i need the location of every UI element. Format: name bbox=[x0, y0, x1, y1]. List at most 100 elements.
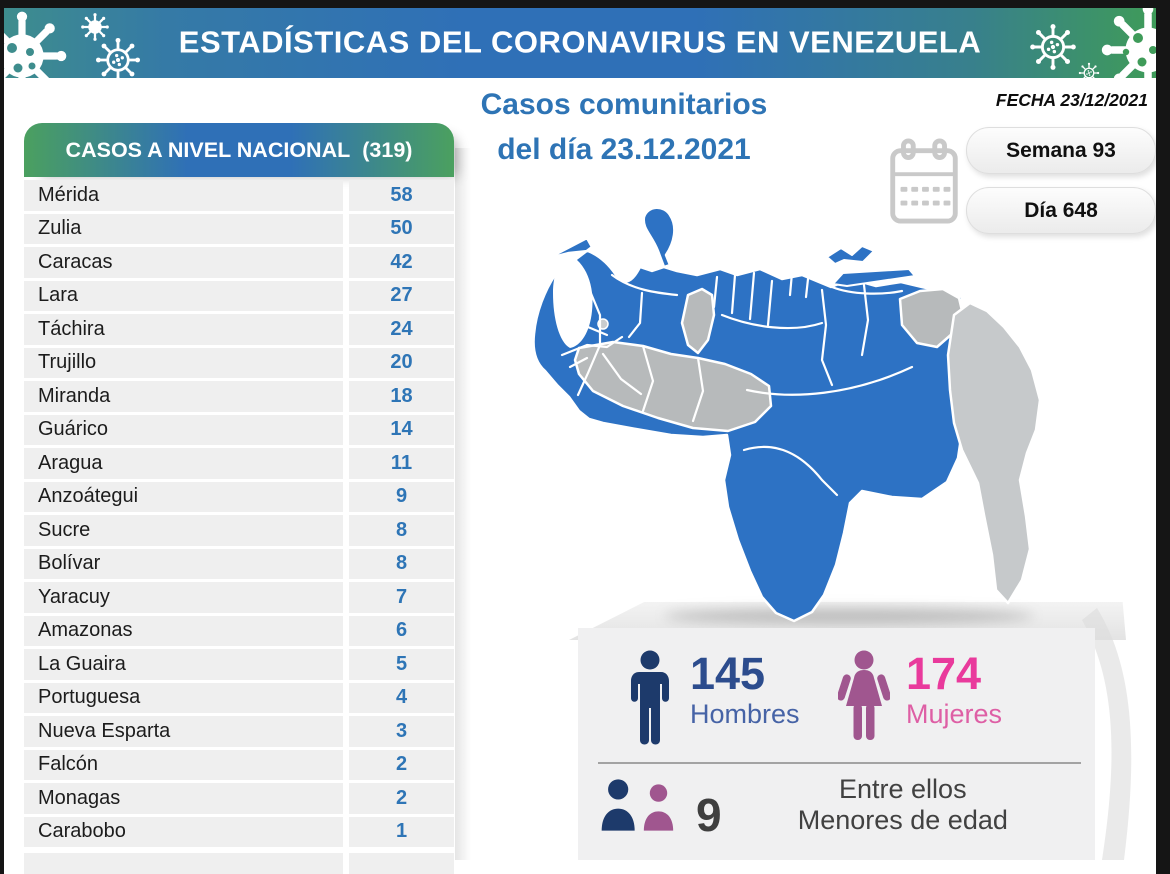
table-row: Táchira 24 bbox=[24, 314, 454, 345]
infographic-page: ESTADÍSTICAS DEL CORONAVIRUS EN VENEZUEL… bbox=[4, 8, 1156, 874]
state-name: Bolívar bbox=[24, 548, 343, 579]
state-name: Táchira bbox=[24, 314, 343, 345]
state-value: 2 bbox=[349, 749, 454, 780]
map-lake-maracaibo bbox=[553, 254, 593, 348]
table-row: Portuguesa 4 bbox=[24, 682, 454, 713]
state-value: 1 bbox=[349, 816, 454, 847]
state-name: Aragua bbox=[24, 448, 343, 479]
state-value: 18 bbox=[349, 381, 454, 412]
table-row: Sucre 8 bbox=[24, 515, 454, 546]
state-value: 50 bbox=[349, 213, 454, 244]
state-value: 58 bbox=[349, 180, 454, 211]
state-name: La Guaira bbox=[24, 649, 343, 680]
table-drop-shadow bbox=[455, 148, 471, 860]
man-icon bbox=[631, 650, 669, 745]
minors-stat: 9 Entre ellos Menores de edad bbox=[598, 772, 1074, 838]
table-row: Bolívar 8 bbox=[24, 548, 454, 579]
state-name: Zulia bbox=[24, 213, 343, 244]
map-ground-shadow bbox=[664, 608, 1034, 624]
table-row: Carabobo 1 bbox=[24, 816, 454, 847]
state-value: 27 bbox=[349, 280, 454, 311]
table-row-empty bbox=[24, 853, 454, 874]
fecha-label: FECHA 23/12/2021 bbox=[995, 90, 1148, 110]
state-name: Trujillo bbox=[24, 347, 343, 378]
mujeres-value: 174 bbox=[906, 648, 982, 699]
state-name: Sucre bbox=[24, 515, 343, 546]
state-name: Mérida bbox=[24, 180, 343, 211]
semana-badge: Semana 93 bbox=[966, 127, 1156, 174]
hombres-value: 145 bbox=[690, 648, 766, 699]
table-row: Guárico 14 bbox=[24, 414, 454, 445]
virus-decoration-icons bbox=[4, 8, 1156, 78]
venezuela-map bbox=[532, 206, 1042, 623]
page-curl-decoration bbox=[1082, 608, 1132, 860]
state-name: Lara bbox=[24, 280, 343, 311]
hombres-stat: 145 Hombres bbox=[626, 650, 800, 748]
calendar-icon bbox=[890, 138, 958, 224]
state-name: Falcón bbox=[24, 749, 343, 780]
state-name: Caracas bbox=[24, 247, 343, 278]
state-value: 5 bbox=[349, 649, 454, 680]
table-row: Monagas 2 bbox=[24, 783, 454, 814]
state-name: Portuguesa bbox=[24, 682, 343, 713]
state-value: 3 bbox=[349, 716, 454, 747]
map-margarita-island bbox=[826, 245, 875, 265]
mujeres-stat: 174 Mujeres bbox=[838, 650, 1002, 748]
table-row: Caracas 42 bbox=[24, 247, 454, 278]
state-value: 20 bbox=[349, 347, 454, 378]
state-name: Carabobo bbox=[24, 816, 343, 847]
table-row: Yaracuy 7 bbox=[24, 582, 454, 613]
table-row: Nueva Esparta 3 bbox=[24, 716, 454, 747]
minors-prefix: Entre ellos bbox=[839, 774, 967, 804]
minors-label: Menores de edad bbox=[797, 805, 1008, 835]
cases-table-title: CASOS A NIVEL NACIONAL bbox=[65, 137, 351, 162]
man-bust-icon bbox=[601, 779, 635, 831]
state-value: 7 bbox=[349, 582, 454, 613]
map-gray-yaracuy bbox=[680, 287, 716, 355]
cases-table-header: CASOS A NIVEL NACIONAL (319) bbox=[24, 123, 454, 177]
state-value: 6 bbox=[349, 615, 454, 646]
page-title-line2: del día 23.12.2021 bbox=[497, 133, 751, 166]
page-title-line1: Casos comunitarios bbox=[480, 88, 768, 121]
table-row: Mérida 58 bbox=[24, 180, 454, 211]
map-gray-llanos bbox=[573, 340, 773, 433]
state-name: Guárico bbox=[24, 414, 343, 445]
minors-value: 9 bbox=[696, 789, 722, 841]
state-name: Miranda bbox=[24, 381, 343, 412]
table-row: Amazonas 6 bbox=[24, 615, 454, 646]
cases-table-body: Mérida 58 Zulia 50 Caracas 42 Lara 27 Tá… bbox=[24, 180, 454, 850]
banner-title: ESTADÍSTICAS DEL CORONAVIRUS EN VENEZUEL… bbox=[178, 24, 982, 60]
state-value: 4 bbox=[349, 682, 454, 713]
state-value: 2 bbox=[349, 783, 454, 814]
state-name: Anzoátegui bbox=[24, 481, 343, 512]
map-state-borders bbox=[560, 271, 914, 497]
state-name: Yaracuy bbox=[24, 582, 343, 613]
state-value: 9 bbox=[349, 481, 454, 512]
panel-divider bbox=[598, 762, 1081, 764]
table-row: Falcón 2 bbox=[24, 749, 454, 780]
table-row: Zulia 50 bbox=[24, 213, 454, 244]
state-name: Monagas bbox=[24, 783, 343, 814]
woman-bust-icon bbox=[643, 784, 674, 831]
state-value: 14 bbox=[349, 414, 454, 445]
cases-table-total: (319) bbox=[362, 137, 413, 162]
table-row: Anzoátegui 9 bbox=[24, 481, 454, 512]
state-value: 24 bbox=[349, 314, 454, 345]
state-name: Nueva Esparta bbox=[24, 716, 343, 747]
mujeres-label: Mujeres bbox=[906, 699, 1003, 730]
map-gray-esequibo bbox=[946, 301, 1042, 605]
table-row: Aragua 11 bbox=[24, 448, 454, 479]
table-row: Lara 27 bbox=[24, 280, 454, 311]
state-name: Amazonas bbox=[24, 615, 343, 646]
table-row: Trujillo 20 bbox=[24, 347, 454, 378]
virus-hole-dots bbox=[1122, 33, 1156, 67]
people-icons bbox=[601, 779, 674, 831]
banner: ESTADÍSTICAS DEL CORONAVIRUS EN VENEZUEL… bbox=[4, 8, 1156, 78]
map-paria-peninsula bbox=[832, 268, 916, 287]
state-value: 11 bbox=[349, 448, 454, 479]
table-row: La Guaira 5 bbox=[24, 649, 454, 680]
virus-hole-dots bbox=[7, 43, 36, 73]
dia-badge: Día 648 bbox=[966, 187, 1156, 234]
gender-stats-panel: 145 Hombres 174 Mujeres bbox=[578, 628, 1095, 860]
